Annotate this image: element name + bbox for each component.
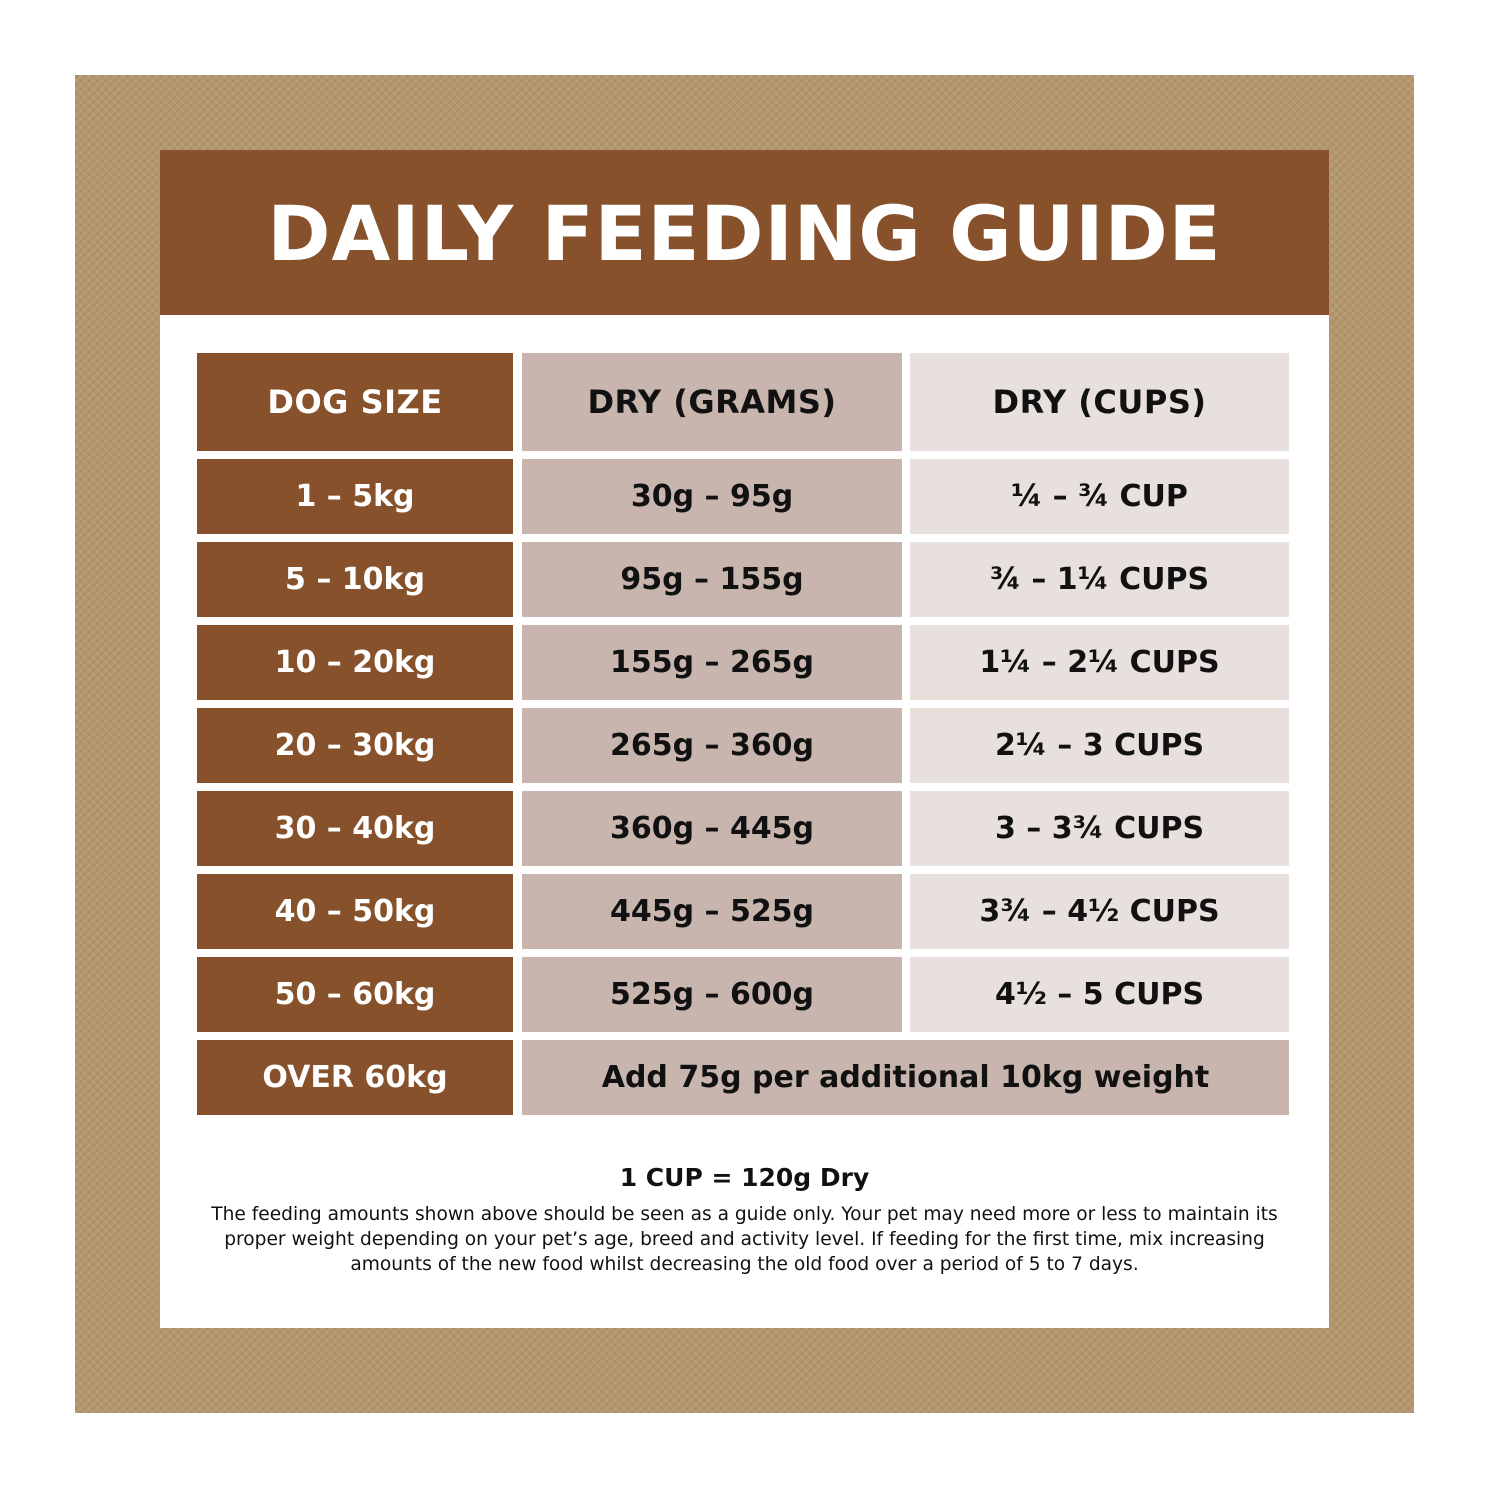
row-size: 40 – 50kg bbox=[197, 874, 513, 949]
row-cups: 1¼ – 2¼ CUPS bbox=[910, 625, 1289, 700]
header-dry-cups-label: DRY (CUPS) bbox=[992, 383, 1207, 421]
feeding-guide-card: DAILY FEEDING GUIDE DOG SIZE DRY (GRAMS)… bbox=[160, 150, 1329, 1328]
row-size: 50 – 60kg bbox=[197, 957, 513, 1032]
row-cups: ¾ – 1¼ CUPS bbox=[910, 542, 1289, 617]
row-cups: 3¾ – 4½ CUPS bbox=[910, 874, 1289, 949]
row-size-over-60kg: OVER 60kg bbox=[197, 1040, 513, 1115]
row-size: 20 – 30kg bbox=[197, 708, 513, 783]
row-cups: 4½ – 5 CUPS bbox=[910, 957, 1289, 1032]
row-grams: 265g – 360g bbox=[522, 708, 902, 783]
row-cups: ¼ – ¾ CUP bbox=[910, 459, 1289, 534]
feeding-disclaimer: The feeding amounts shown above should b… bbox=[211, 1204, 1278, 1275]
header-dry-grams: DRY (GRAMS) bbox=[522, 353, 902, 451]
row-additional-note: Add 75g per additional 10kg weight bbox=[522, 1040, 1289, 1115]
header-dry-grams-label: DRY (GRAMS) bbox=[587, 383, 837, 421]
row-grams: 525g – 600g bbox=[522, 957, 902, 1032]
row-size: 10 – 20kg bbox=[197, 625, 513, 700]
row-grams: 445g – 525g bbox=[522, 874, 902, 949]
row-cups: 2¼ – 3 CUPS bbox=[910, 708, 1289, 783]
header-dog-size: DOG SIZE bbox=[197, 353, 513, 451]
title-bar: DAILY FEEDING GUIDE bbox=[160, 150, 1329, 315]
cup-conversion: 1 CUP = 120g Dry bbox=[619, 1163, 870, 1192]
page-title: DAILY FEEDING GUIDE bbox=[267, 188, 1222, 278]
row-grams: 95g – 155g bbox=[522, 542, 902, 617]
row-grams: 155g – 265g bbox=[522, 625, 902, 700]
row-size: 1 – 5kg bbox=[197, 459, 513, 534]
row-grams: 30g – 95g bbox=[522, 459, 902, 534]
row-size: 5 – 10kg bbox=[197, 542, 513, 617]
row-cups: 3 – 3¾ CUPS bbox=[910, 791, 1289, 866]
row-grams: 360g – 445g bbox=[522, 791, 902, 866]
header-dry-cups: DRY (CUPS) bbox=[910, 353, 1289, 451]
row-size: 30 – 40kg bbox=[197, 791, 513, 866]
